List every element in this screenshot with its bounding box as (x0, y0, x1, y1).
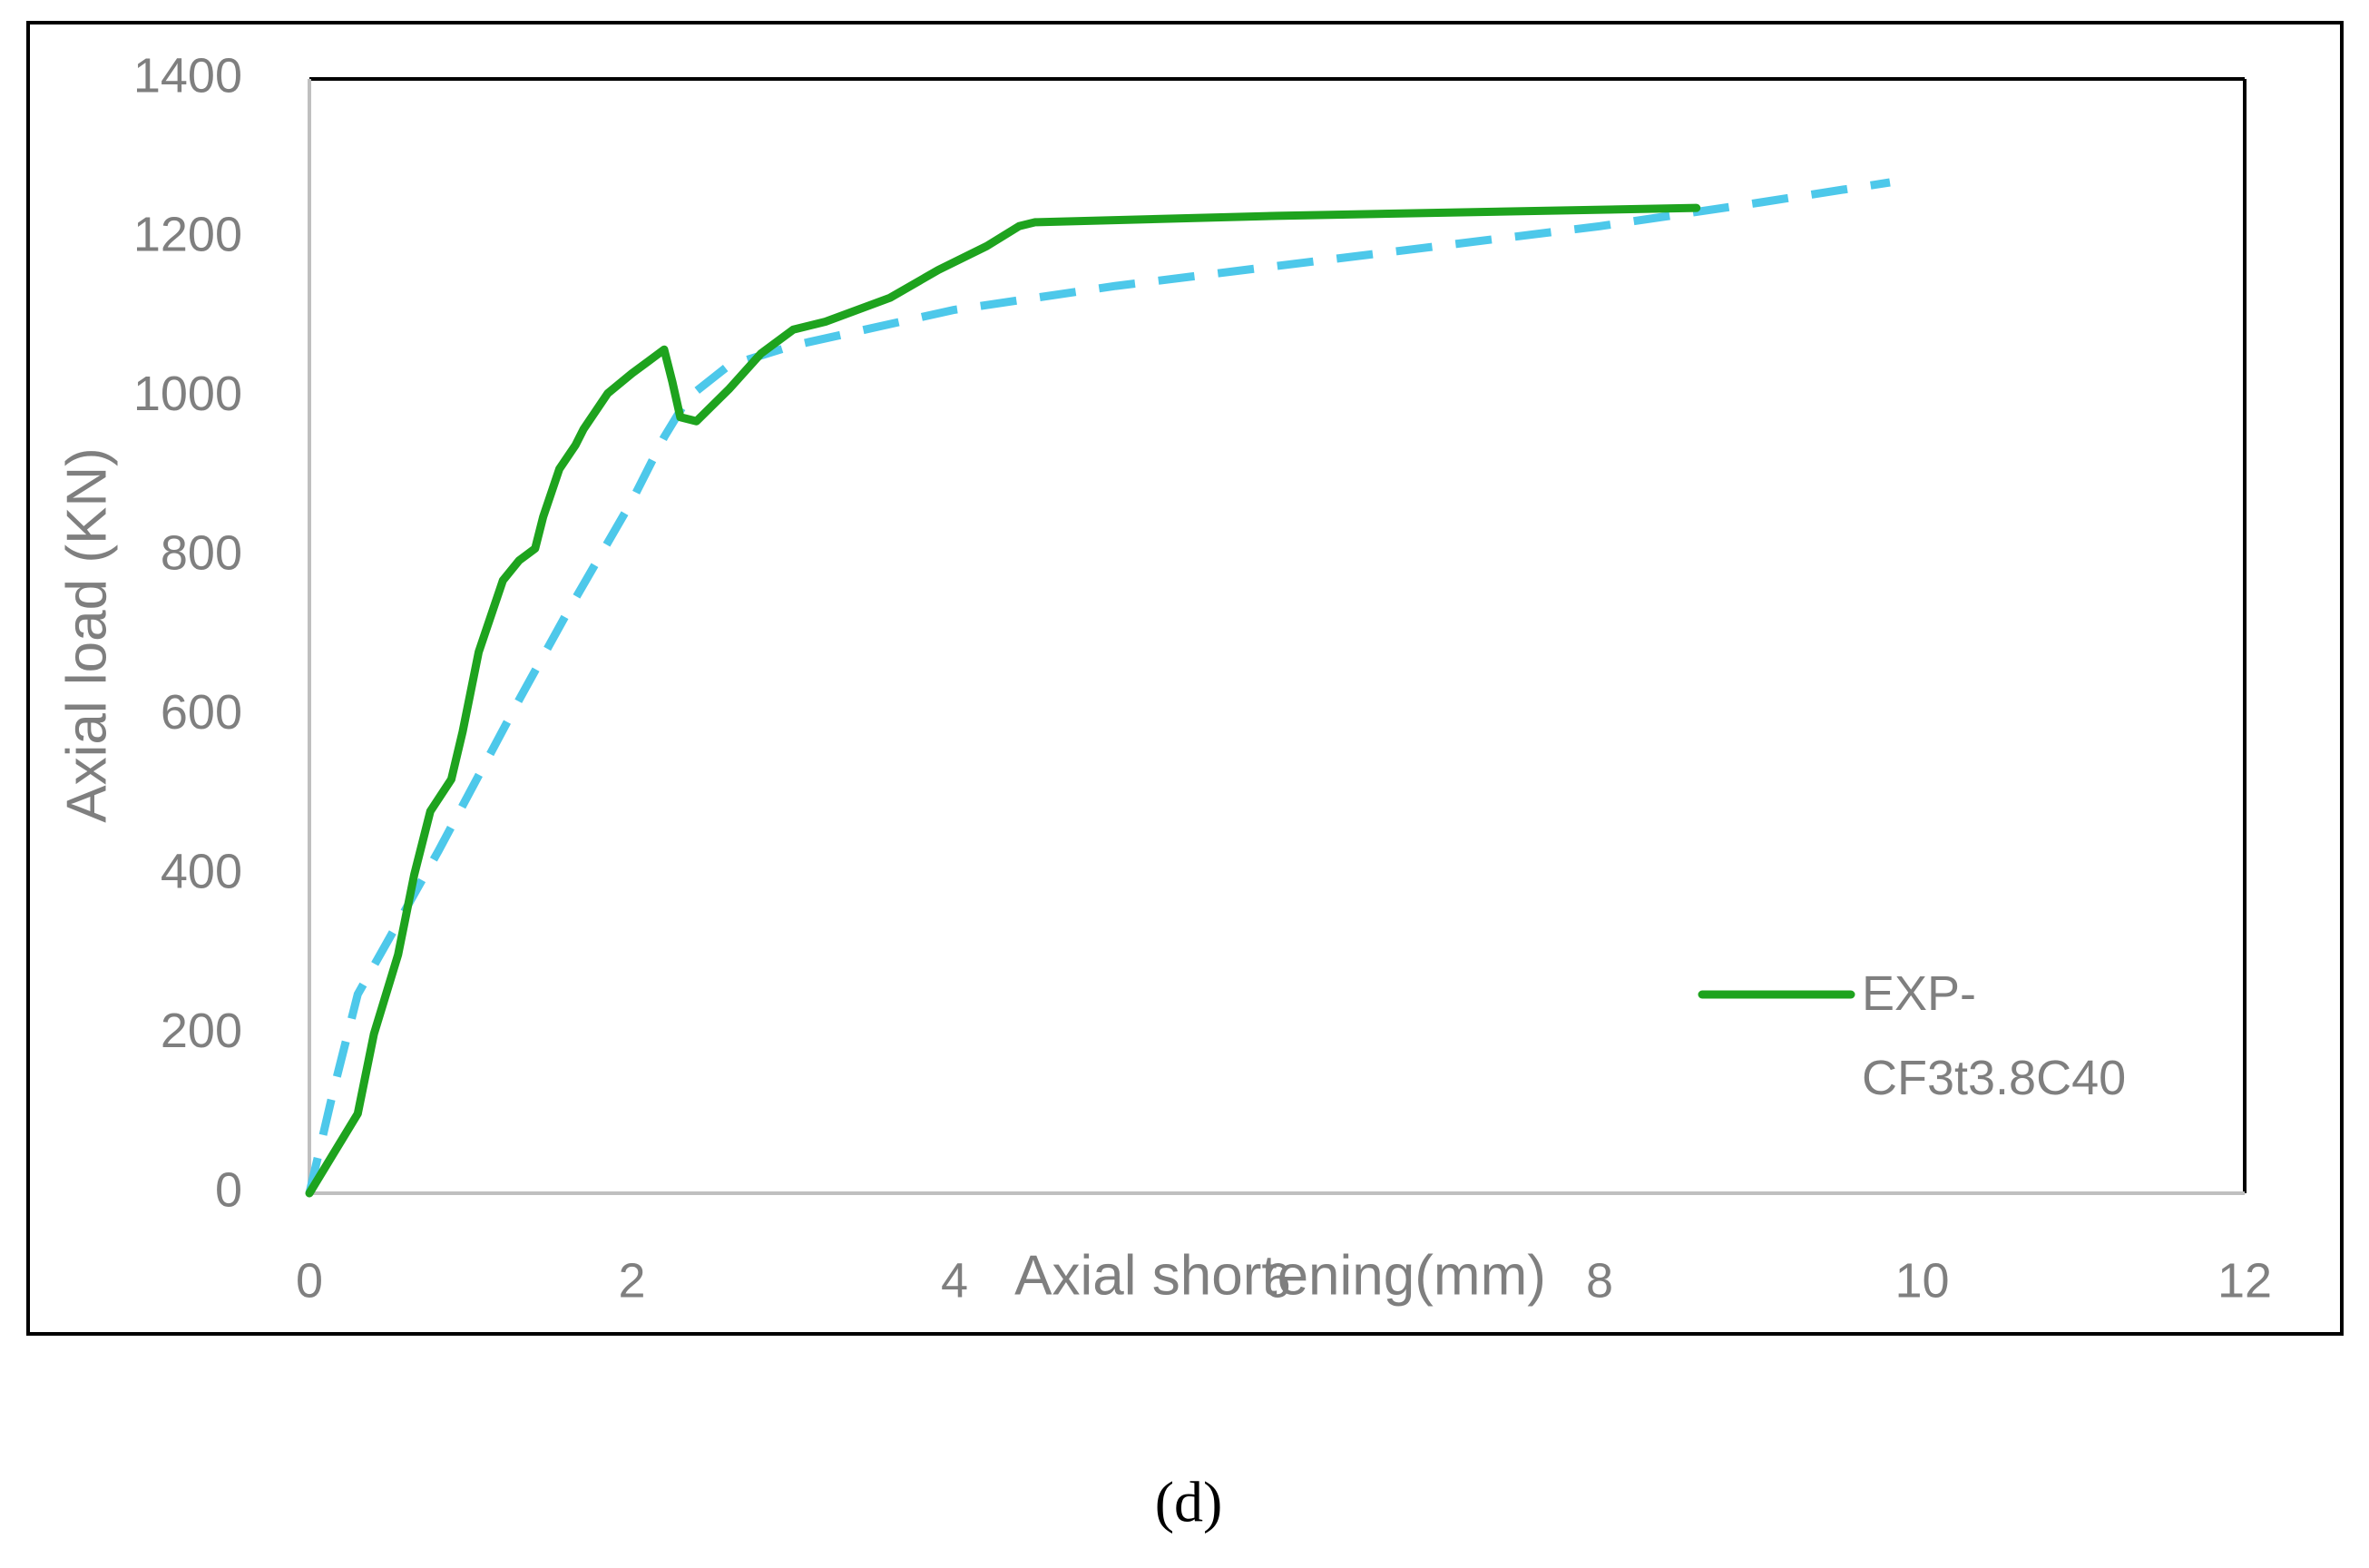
x-axis-title: Axial shortening(mm) (1014, 1244, 1546, 1307)
x-tick-label: 6 (1263, 1253, 1290, 1308)
x-tick-label: 0 (296, 1253, 323, 1308)
x-tick-label: 8 (1586, 1253, 1613, 1308)
x-tick-label: 10 (1894, 1253, 1949, 1308)
y-axis-title: Axial load (KN) (55, 447, 118, 822)
data-line (305, 178, 1891, 1195)
y-tick-label: 400 (161, 844, 242, 898)
caption: (d) (1155, 1470, 1223, 1534)
y-tick-label: 1200 (133, 208, 242, 262)
figure-border (26, 21, 2344, 1336)
y-tick-label: 800 (161, 526, 242, 581)
legend-label-box: EXP-CF3t3.8C40 (1862, 966, 2127, 1105)
x-tick-label: 4 (941, 1253, 968, 1308)
y-tick-label: 200 (161, 1004, 242, 1058)
y-tick-label: 0 (215, 1162, 242, 1217)
x-tick-label: 2 (618, 1253, 645, 1308)
y-tick-label: 1000 (133, 367, 242, 421)
x-tick-label: 12 (2217, 1253, 2272, 1308)
legend-label: EXP-CF3t3.8C40 (1862, 966, 2127, 1105)
y-tick-label: 600 (161, 685, 242, 740)
y-tick-label: 1400 (133, 48, 242, 103)
data-line (305, 203, 1701, 1198)
